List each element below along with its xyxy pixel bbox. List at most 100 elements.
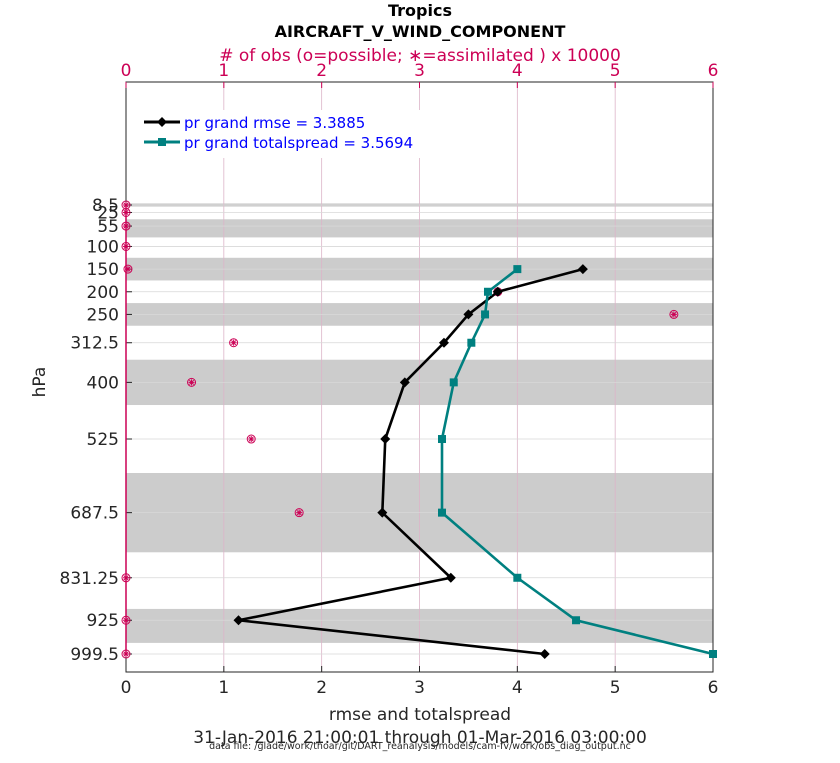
asterisk-stroke xyxy=(123,243,129,250)
obs-possible-marker xyxy=(669,309,679,319)
obs-assimilated-marker xyxy=(123,574,129,581)
point-spread xyxy=(572,616,581,625)
point-spread xyxy=(438,508,447,517)
y-tick-label: 400 xyxy=(87,373,119,393)
point-spread xyxy=(709,650,717,658)
top-tick-label: 4 xyxy=(512,61,523,81)
grid-lines xyxy=(126,82,713,672)
x-tick-label: 6 xyxy=(708,678,719,698)
y-tick-label: 525 xyxy=(87,430,119,450)
obs-assimilated-marker xyxy=(124,266,131,273)
y-tick-label: 55 xyxy=(97,217,119,237)
point-spread xyxy=(513,573,522,582)
top-tick-label: 6 xyxy=(708,61,719,81)
point-rmse xyxy=(445,572,456,583)
asterisk-stroke xyxy=(123,651,129,657)
y-tick-label: 687.5 xyxy=(70,504,119,524)
asterisk-stroke xyxy=(188,379,195,385)
obs-assimilated-marker xyxy=(123,243,129,250)
obs-possible-marker xyxy=(294,508,304,518)
asterisk-stroke xyxy=(125,266,131,272)
x-tick-label: 1 xyxy=(218,678,229,698)
x-tick-label: 0 xyxy=(121,678,132,698)
obs-possible-marker xyxy=(121,221,131,231)
legend-rmse-label: pr grand rmse = 3.3885 xyxy=(184,114,365,132)
y-tick-label: 25 xyxy=(97,203,119,223)
obs-possible-marker xyxy=(121,241,131,251)
obs-possible-marker xyxy=(246,434,256,444)
point-rmse xyxy=(377,507,388,518)
y-tick-label: 8.5 xyxy=(92,196,119,216)
obs-possible-marker xyxy=(121,200,131,210)
top-tick-label: 3 xyxy=(414,61,425,81)
asterisk-stroke xyxy=(296,510,302,516)
obs-possible-marker xyxy=(121,207,131,217)
asterisk-stroke xyxy=(671,311,677,317)
point-spread xyxy=(481,310,490,319)
obs-assimilated-marker xyxy=(123,223,129,230)
obs-assimilated-marker xyxy=(670,311,677,318)
series-line-spread xyxy=(440,268,714,656)
point-rmse xyxy=(233,615,244,626)
series-lines xyxy=(233,264,717,659)
y-tick-label: 200 xyxy=(87,283,119,303)
point-rmse xyxy=(380,434,391,445)
obs-assimilated-marker xyxy=(123,651,129,657)
x-axis-label: rmse and totalspread xyxy=(329,705,511,725)
obs-assimilated-marker xyxy=(123,617,129,624)
obs-assimilated-marker xyxy=(123,209,129,216)
asterisk-stroke xyxy=(123,617,129,623)
chart-title: Tropics xyxy=(388,1,452,20)
chart-subtitle: AIRCRAFT_V_WIND_COMPONENT xyxy=(275,22,566,41)
obs-assimilated-marker xyxy=(230,339,237,346)
point-rmse xyxy=(463,309,474,320)
y-tick-label: 312.5 xyxy=(70,334,119,354)
legend: pr grand rmse = 3.3885 pr grand totalspr… xyxy=(134,110,424,158)
obs-possible-marker xyxy=(121,573,131,583)
asterisk-stroke xyxy=(248,436,254,442)
point-rmse xyxy=(399,377,410,388)
asterisk-stroke xyxy=(123,209,129,216)
point-rmse xyxy=(539,649,550,659)
point-rmse xyxy=(577,264,588,275)
y-tick-label: 150 xyxy=(87,260,119,280)
obs-assimilated-marker xyxy=(296,509,303,516)
obs-possible-marker xyxy=(123,264,133,274)
date-range: 31-Jan-2016 21:00:01 through 01-Mar-2016… xyxy=(193,728,647,748)
point-spread xyxy=(483,287,492,296)
legend-box xyxy=(134,110,424,158)
point-rmse xyxy=(492,286,503,297)
obs-assimilated-marker xyxy=(248,436,255,443)
point-rmse xyxy=(438,337,449,348)
point-spread xyxy=(449,378,458,387)
data-file-note: data file: /glade/work/thoar/git/DART_re… xyxy=(209,741,631,752)
obs-assimilated-marker xyxy=(188,379,195,386)
top-tick-label: 2 xyxy=(316,61,327,81)
y-tick-label: 831.25 xyxy=(60,569,119,589)
point-spread xyxy=(438,435,447,444)
legend-rmse-marker xyxy=(157,117,167,127)
top-tick-label: 5 xyxy=(610,61,621,81)
obs-possible-marker xyxy=(187,377,197,387)
series-line-rmse xyxy=(238,267,584,656)
asterisk-stroke xyxy=(123,202,129,208)
point-spread xyxy=(513,265,522,274)
y-tick-label: 250 xyxy=(87,305,119,325)
asterisk-stroke xyxy=(123,223,129,229)
y-axis-label: hPa xyxy=(30,367,50,398)
obs-possible-marker xyxy=(121,615,131,625)
top-tick-label: 1 xyxy=(218,61,229,81)
point-spread xyxy=(467,338,476,347)
obs-assimilated-marker xyxy=(123,202,129,208)
y-tick-label: 100 xyxy=(87,237,119,257)
top-tick-label: 0 xyxy=(121,61,132,81)
obs-possible-marker xyxy=(229,338,239,348)
x-tick-label: 3 xyxy=(414,678,425,698)
y-tick-label: 999.5 xyxy=(70,645,119,665)
asterisk-stroke xyxy=(231,340,237,346)
legend-spread-label: pr grand totalspread = 3.5694 xyxy=(184,134,413,152)
y-tick-label: 925 xyxy=(87,611,119,631)
x-tick-label: 4 xyxy=(512,678,523,698)
